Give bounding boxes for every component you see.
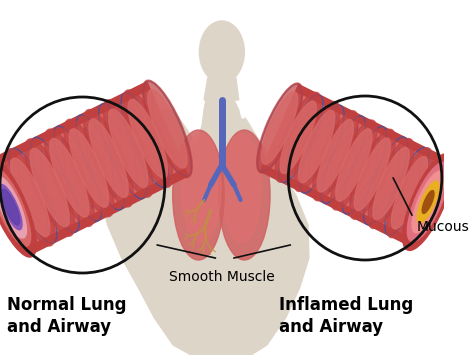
Text: Normal Lung
and Airway: Normal Lung and Airway xyxy=(8,296,127,336)
Ellipse shape xyxy=(0,176,27,238)
Ellipse shape xyxy=(10,158,50,236)
Ellipse shape xyxy=(148,90,187,168)
Ellipse shape xyxy=(0,185,22,230)
Ellipse shape xyxy=(280,101,316,174)
Ellipse shape xyxy=(182,134,221,242)
Text: Smooth Muscle: Smooth Muscle xyxy=(169,270,275,284)
Polygon shape xyxy=(0,82,188,254)
Ellipse shape xyxy=(417,181,439,223)
Text: Inflamed Lung
and Airway: Inflamed Lung and Airway xyxy=(279,296,413,336)
Ellipse shape xyxy=(143,80,192,178)
Ellipse shape xyxy=(25,139,74,236)
Ellipse shape xyxy=(0,168,31,246)
Ellipse shape xyxy=(50,138,89,217)
Ellipse shape xyxy=(69,129,109,207)
Ellipse shape xyxy=(262,92,298,164)
Ellipse shape xyxy=(299,110,335,183)
Ellipse shape xyxy=(109,109,148,188)
Ellipse shape xyxy=(387,148,432,238)
Ellipse shape xyxy=(173,130,224,260)
Ellipse shape xyxy=(200,21,244,83)
Ellipse shape xyxy=(402,154,454,250)
Ellipse shape xyxy=(410,166,446,238)
Polygon shape xyxy=(261,84,447,245)
Ellipse shape xyxy=(407,162,449,241)
Polygon shape xyxy=(204,78,239,100)
Ellipse shape xyxy=(312,111,358,201)
Ellipse shape xyxy=(412,171,444,233)
Ellipse shape xyxy=(392,157,428,229)
Polygon shape xyxy=(100,90,309,355)
Ellipse shape xyxy=(83,109,134,207)
Ellipse shape xyxy=(0,168,30,246)
Ellipse shape xyxy=(354,138,391,211)
Ellipse shape xyxy=(0,157,36,257)
Ellipse shape xyxy=(405,157,451,247)
Text: Mucous: Mucous xyxy=(417,220,469,234)
Ellipse shape xyxy=(1,189,19,225)
Ellipse shape xyxy=(5,148,55,246)
Ellipse shape xyxy=(317,120,354,192)
Ellipse shape xyxy=(331,120,377,210)
Ellipse shape xyxy=(368,138,414,229)
Ellipse shape xyxy=(373,147,409,220)
Ellipse shape xyxy=(45,129,94,226)
Ellipse shape xyxy=(336,129,372,201)
Ellipse shape xyxy=(30,148,69,227)
Ellipse shape xyxy=(219,130,270,260)
Ellipse shape xyxy=(123,90,173,187)
Ellipse shape xyxy=(349,129,395,219)
Ellipse shape xyxy=(222,134,261,242)
Ellipse shape xyxy=(275,92,321,182)
Ellipse shape xyxy=(89,119,128,197)
Ellipse shape xyxy=(128,99,167,178)
Ellipse shape xyxy=(0,158,36,256)
Ellipse shape xyxy=(64,119,114,217)
Ellipse shape xyxy=(294,102,340,191)
Ellipse shape xyxy=(422,191,434,213)
Ellipse shape xyxy=(256,83,302,173)
Ellipse shape xyxy=(103,100,153,197)
Polygon shape xyxy=(264,92,444,237)
Polygon shape xyxy=(0,90,184,246)
